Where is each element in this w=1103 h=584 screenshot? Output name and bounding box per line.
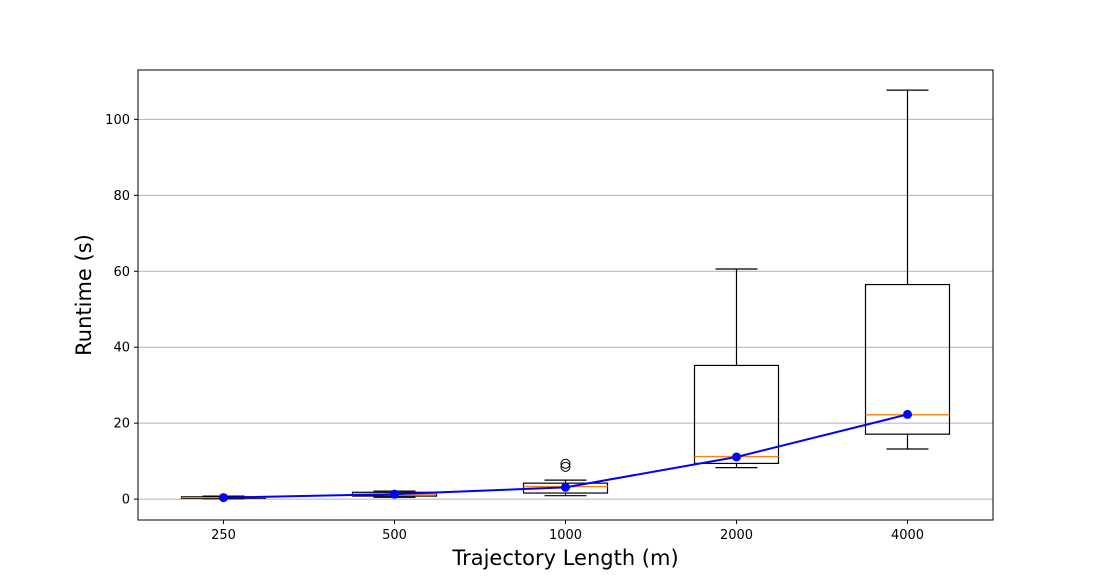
box-2000	[693, 268, 780, 469]
grid-lines	[138, 118, 993, 500]
x-axis-label: Trajectory Length (m)	[451, 546, 678, 570]
y-axis-label: Runtime (s)	[72, 234, 96, 356]
x-tick-label: 4000	[891, 528, 924, 543]
x-tick-label: 250	[211, 528, 236, 543]
x-tick-label: 2000	[720, 528, 753, 543]
mean-point	[219, 493, 228, 503]
mean-point	[903, 409, 912, 419]
boxes-group	[180, 89, 951, 500]
y-tick-label: 0	[122, 493, 130, 508]
y-tick-label: 20	[113, 417, 130, 432]
y-axis-ticks: 0 20 40 60 80 100	[105, 113, 138, 508]
y-tick-label: 100	[105, 113, 130, 128]
mean-series-group	[219, 409, 912, 503]
plot-frame	[137, 69, 994, 521]
mean-point	[732, 452, 741, 462]
mean-point	[390, 489, 399, 499]
mean-point	[561, 482, 570, 492]
box-4000	[864, 89, 951, 450]
outlier-point	[560, 458, 571, 469]
outlier-point	[560, 461, 571, 472]
y-tick-label: 80	[113, 189, 130, 204]
y-tick-label: 60	[113, 265, 130, 280]
box-body	[693, 364, 780, 465]
x-tick-label: 1000	[549, 528, 582, 543]
box-body	[864, 283, 951, 435]
y-tick-label: 40	[113, 341, 130, 356]
x-tick-label: 500	[382, 528, 407, 543]
x-axis-ticks: 250 500 1000 2000 4000	[211, 520, 924, 543]
